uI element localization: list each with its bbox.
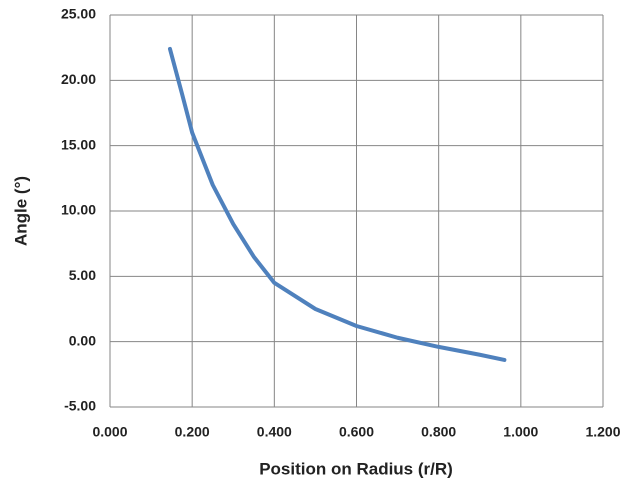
y-tick-label: 25.00 <box>61 6 96 22</box>
y-tick-label: -5.00 <box>64 398 96 414</box>
x-tick-label: 0.200 <box>175 424 210 440</box>
y-tick-label: 15.00 <box>61 136 96 152</box>
x-tick-label: 0.800 <box>421 424 456 440</box>
y-axis-title: Angle (°) <box>11 176 30 246</box>
line <box>167 46 507 362</box>
y-tick-label: 20.00 <box>61 71 96 87</box>
x-tick-label: 1.200 <box>585 424 620 440</box>
x-axis-title: Position on Radius (r/R) <box>259 459 453 478</box>
x-tick-label: 1.000 <box>503 424 538 440</box>
x-tick-label: 0.600 <box>339 424 374 440</box>
y-tick-label: 5.00 <box>69 267 96 283</box>
y-tick-label: 10.00 <box>61 202 96 218</box>
x-tick-label: 0.400 <box>257 424 292 440</box>
x-tick-label: 0.000 <box>92 424 127 440</box>
y-tick-label: 0.00 <box>69 332 96 348</box>
